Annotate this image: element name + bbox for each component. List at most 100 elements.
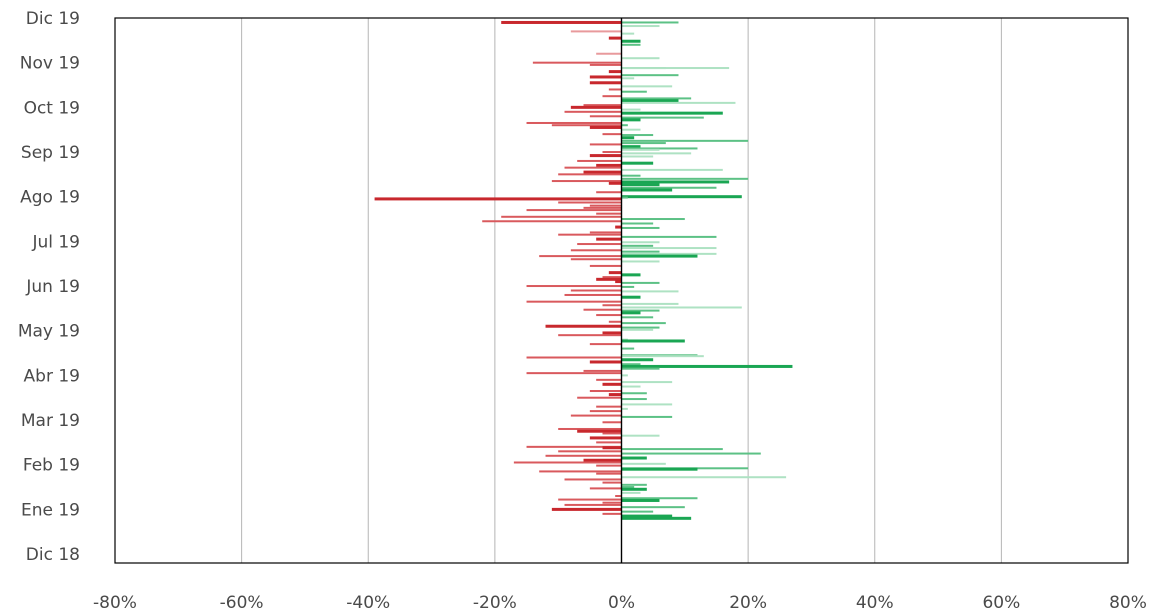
bar-negative	[589, 81, 622, 85]
bar-negative	[596, 378, 622, 381]
bar-negative	[589, 143, 622, 146]
bar-positive	[621, 506, 685, 509]
bar-negative	[564, 166, 622, 169]
bar-negative	[608, 271, 622, 275]
bar-negative	[583, 104, 622, 107]
y-tick-label: Jul 19	[31, 232, 80, 252]
bar-positive	[621, 57, 660, 60]
y-tick-label: Feb 19	[23, 456, 80, 476]
bar-negative	[558, 498, 622, 501]
bar-positive	[621, 462, 666, 465]
bar-positive	[621, 358, 654, 362]
bar-positive	[621, 25, 660, 28]
bar-positive	[621, 39, 641, 43]
y-tick-label: Ago 19	[20, 188, 80, 208]
x-axis-ticks: -80% -60% -40% -20% 0% 20% 40% 60% 80%	[93, 593, 1147, 613]
bar-negative	[583, 458, 622, 462]
x-tick-label: 0%	[608, 593, 635, 613]
bar-positive	[621, 180, 730, 184]
bar-negative	[589, 410, 622, 413]
bar-negative	[602, 501, 622, 504]
bar-negative	[596, 472, 622, 475]
bars-group	[374, 20, 793, 520]
bar-negative	[608, 70, 622, 74]
bar-positive	[621, 498, 660, 502]
bar-positive	[621, 174, 641, 177]
bar-positive	[621, 188, 673, 192]
y-tick-label: Dic 19	[26, 9, 80, 29]
bar-positive	[621, 74, 679, 77]
bar-negative	[589, 390, 622, 393]
bar-positive	[621, 448, 723, 451]
bar-positive	[621, 381, 673, 384]
bar-negative	[570, 249, 622, 252]
bar-positive	[621, 347, 635, 350]
bar-negative	[558, 334, 622, 337]
bar-positive	[621, 316, 654, 319]
bar-positive	[621, 145, 641, 149]
bar-negative	[602, 276, 622, 279]
bar-positive	[621, 186, 717, 189]
bar-negative	[608, 36, 622, 40]
bar-negative	[501, 20, 622, 24]
bar-negative	[608, 88, 622, 91]
bar-negative	[589, 343, 622, 346]
bar-positive	[621, 118, 641, 122]
bar-negative	[526, 285, 622, 288]
bar-negative	[615, 280, 622, 284]
bar-positive	[621, 452, 761, 455]
bar-positive	[621, 456, 647, 460]
bar-negative	[602, 382, 622, 386]
bar-negative	[596, 237, 622, 241]
bar-negative	[596, 277, 622, 281]
bar-negative	[545, 324, 622, 328]
bar-negative	[526, 445, 622, 448]
bar-negative	[589, 264, 622, 267]
y-tick-label: Ene 19	[21, 500, 80, 520]
bar-negative	[602, 331, 622, 335]
bar-negative	[570, 289, 622, 292]
bar-negative	[589, 360, 622, 364]
bar-positive	[621, 134, 654, 137]
x-tick-label: 60%	[982, 593, 1020, 613]
bar-negative	[583, 170, 622, 174]
y-tick-label: May 19	[18, 322, 80, 342]
y-tick-label: Mar 19	[21, 411, 80, 431]
bar-positive	[621, 434, 660, 437]
bar-positive	[621, 183, 660, 187]
bar-positive	[621, 244, 654, 247]
bar-positive	[621, 311, 641, 315]
bar-positive	[621, 67, 730, 70]
bar-positive	[621, 111, 723, 115]
bar-negative	[589, 204, 622, 207]
bar-positive	[621, 85, 673, 88]
bar-negative	[596, 464, 622, 467]
bar-negative	[596, 314, 622, 317]
bar-positive	[621, 326, 660, 329]
bar-positive	[621, 90, 647, 93]
y-tick-label: Nov 19	[20, 54, 80, 74]
bar-positive	[621, 128, 641, 131]
bar-positive	[621, 306, 742, 309]
bar-negative	[526, 372, 622, 375]
bar-negative	[564, 293, 622, 296]
bar-positive	[621, 250, 660, 253]
bar-negative	[596, 52, 622, 55]
bar-positive	[621, 21, 679, 24]
bar-negative	[615, 225, 622, 229]
bar-negative	[539, 470, 622, 473]
bar-positive	[621, 142, 666, 145]
bar-negative	[602, 446, 622, 450]
bar-negative	[558, 173, 622, 176]
bar-negative	[526, 209, 622, 212]
bar-negative	[545, 454, 622, 457]
bar-negative	[583, 206, 622, 209]
bar-positive	[621, 136, 635, 140]
bar-negative	[608, 320, 622, 323]
bar-negative	[596, 405, 622, 408]
bar-positive	[621, 392, 647, 395]
bar-negative	[589, 154, 622, 158]
bar-positive	[621, 467, 698, 471]
bar-negative	[551, 180, 622, 183]
bar-positive	[621, 77, 635, 80]
